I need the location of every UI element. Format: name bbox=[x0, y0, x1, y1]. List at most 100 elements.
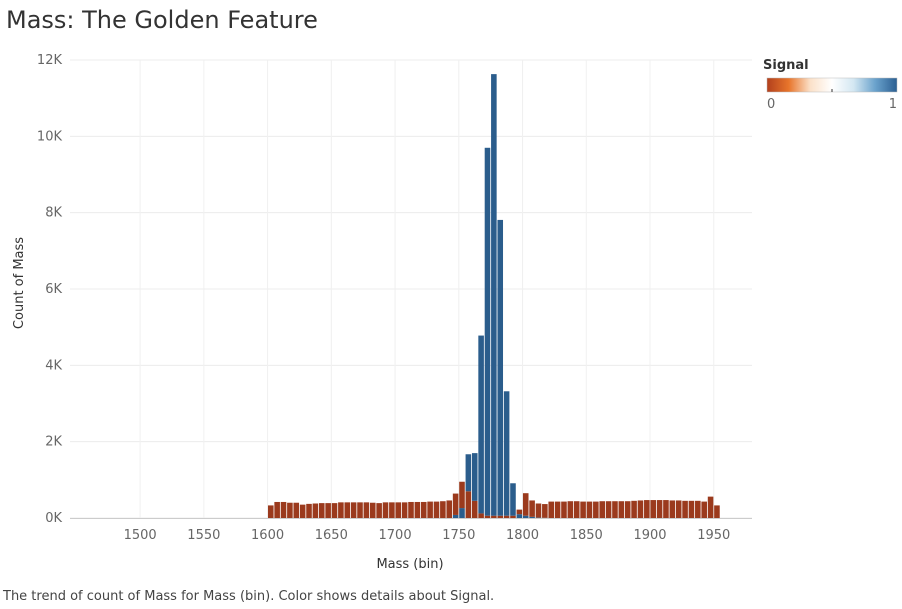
bar-background bbox=[414, 501, 421, 518]
signal-legend: Signal 0 1 bbox=[763, 58, 898, 112]
bar-background bbox=[395, 502, 402, 518]
bar-background bbox=[318, 503, 325, 518]
bar-signal bbox=[497, 219, 504, 516]
bar-signal bbox=[491, 74, 497, 516]
bar-background bbox=[618, 501, 625, 518]
bar-background bbox=[669, 500, 676, 518]
bar-background bbox=[682, 500, 688, 518]
bar-background bbox=[561, 501, 567, 518]
bar-background bbox=[688, 500, 695, 518]
y-tick-label: 12K bbox=[37, 53, 63, 68]
bar-background bbox=[529, 500, 535, 517]
y-tick-label: 6K bbox=[45, 282, 62, 297]
bar-background bbox=[401, 502, 408, 518]
bar-background bbox=[548, 501, 555, 518]
bar-background bbox=[357, 502, 363, 518]
bar-background bbox=[650, 500, 656, 518]
x-tick-label: 1650 bbox=[315, 528, 348, 543]
bar-background bbox=[491, 515, 497, 518]
x-tick-label: 1850 bbox=[570, 528, 603, 543]
bar-background bbox=[267, 505, 274, 518]
chart-caption: The trend of count of Mass for Mass (bin… bbox=[3, 589, 495, 604]
bar-background bbox=[427, 501, 433, 518]
bar-background bbox=[478, 513, 484, 518]
bar-signal bbox=[522, 515, 529, 518]
bars bbox=[267, 74, 720, 518]
bar-background bbox=[325, 503, 331, 518]
y-tick-label: 4K bbox=[45, 358, 62, 373]
bar-background bbox=[420, 501, 427, 518]
bar-signal bbox=[529, 516, 535, 518]
bar-background bbox=[593, 501, 599, 518]
y-tick-label: 0K bbox=[45, 511, 62, 526]
bar-signal bbox=[516, 514, 523, 518]
bar-background bbox=[280, 501, 287, 518]
bar-background bbox=[408, 501, 414, 518]
bar-signal bbox=[452, 514, 459, 518]
bar-background bbox=[433, 501, 440, 518]
bar-background bbox=[382, 502, 389, 518]
y-axis-title: Count of Mass bbox=[12, 237, 27, 329]
bar-background bbox=[471, 500, 478, 518]
bar-background bbox=[338, 502, 344, 518]
bar-background bbox=[452, 493, 459, 515]
page-title: Mass: The Golden Feature bbox=[6, 6, 318, 34]
bar-background bbox=[599, 501, 606, 518]
bar-background bbox=[287, 502, 293, 518]
bar-background bbox=[637, 500, 644, 518]
bar-signal bbox=[478, 335, 484, 514]
bar-signal bbox=[459, 508, 465, 518]
bar-background bbox=[503, 515, 510, 518]
bar-background bbox=[344, 502, 351, 518]
bar-background bbox=[465, 491, 472, 518]
bar-signal bbox=[503, 391, 510, 516]
bar-background bbox=[299, 504, 306, 518]
bar-signal bbox=[510, 483, 516, 516]
bar-signal bbox=[471, 453, 478, 501]
bar-background bbox=[331, 503, 338, 518]
bar-background bbox=[446, 500, 453, 518]
bar-background bbox=[605, 501, 612, 518]
bar-background bbox=[624, 501, 631, 518]
bar-background bbox=[522, 493, 529, 516]
bar-background bbox=[516, 509, 523, 515]
bar-background bbox=[542, 504, 548, 518]
histogram-chart: 0K 2K 4K 6K 8K 10K 12K 1500 1550 1600 1650 1700 175… bbox=[12, 53, 898, 572]
x-tick-label: 1900 bbox=[633, 528, 666, 543]
x-axis-title: Mass (bin) bbox=[376, 557, 443, 572]
bar-background bbox=[707, 496, 714, 518]
x-tick-label: 1750 bbox=[442, 528, 475, 543]
bar-background bbox=[535, 503, 542, 518]
bar-background bbox=[440, 501, 446, 518]
gridlines bbox=[70, 59, 752, 519]
legend-title: Signal bbox=[763, 58, 809, 73]
bar-signal bbox=[484, 147, 491, 516]
x-tick-label: 1950 bbox=[697, 528, 730, 543]
bar-background bbox=[675, 500, 682, 518]
legend-min-label: 0 bbox=[767, 97, 775, 112]
bar-background bbox=[510, 515, 516, 518]
bar-background bbox=[701, 501, 707, 518]
bar-background bbox=[612, 501, 618, 518]
bar-background bbox=[663, 500, 669, 518]
bar-background bbox=[695, 500, 701, 518]
bar-background bbox=[573, 501, 580, 518]
y-axis-ticks: 0K 2K 4K 6K 8K 10K 12K bbox=[37, 53, 63, 526]
bar-background bbox=[656, 500, 663, 518]
bar-background bbox=[580, 501, 586, 518]
x-tick-label: 1600 bbox=[251, 528, 284, 543]
bar-background bbox=[484, 515, 491, 518]
bar-background bbox=[293, 502, 300, 518]
bar-background bbox=[631, 500, 637, 518]
bar-background bbox=[567, 501, 574, 518]
bar-background bbox=[376, 503, 382, 518]
x-tick-label: 1550 bbox=[187, 528, 220, 543]
bar-background bbox=[274, 501, 280, 518]
bar-background bbox=[312, 503, 319, 518]
x-tick-label: 1700 bbox=[379, 528, 412, 543]
bar-background bbox=[714, 505, 720, 518]
bar-signal bbox=[465, 454, 472, 492]
bar-background bbox=[554, 501, 561, 518]
y-tick-label: 8K bbox=[45, 206, 62, 221]
bar-background bbox=[586, 501, 593, 518]
